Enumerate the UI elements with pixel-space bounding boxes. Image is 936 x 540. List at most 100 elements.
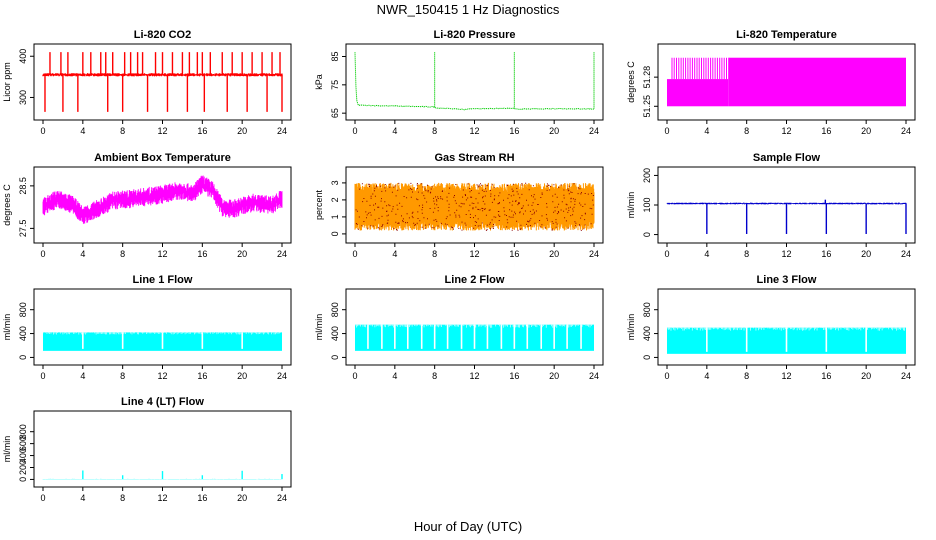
x-tick-label: 0 [352,126,357,136]
panel-title: Line 4 (LT) Flow [121,396,204,408]
x-tick-label: 12 [157,493,167,503]
panel-8: Line 2 Flow ml/min 0 4 8 12 16 20 24 0 400 800 [314,274,604,381]
x-tick-label: 12 [157,249,167,259]
y-axis-label: degrees C [626,61,636,103]
x-tick-label: 8 [432,126,437,136]
x-tick-label: 8 [744,249,749,259]
series-band [728,57,906,107]
x-tick-label: 16 [509,371,519,381]
x-tick-label: 24 [901,249,911,259]
y-tick-label: 800 [330,302,340,317]
x-tick-label: 12 [469,249,479,259]
x-tick-label: 0 [352,249,357,259]
x-tick-label: 16 [821,249,831,259]
panel-title: Gas Stream RH [434,152,514,164]
series-3 [667,57,906,107]
plot-frame [33,288,292,366]
x-tick-label: 12 [781,249,791,259]
panel-title: Ambient Box Temperature [94,152,231,164]
x-tick-label: 24 [277,493,287,503]
x-tick-label: 20 [861,126,871,136]
x-tick-label: 20 [861,371,871,381]
y-tick-label: 400 [18,326,28,341]
y-axis-label: ml/min [626,314,636,341]
panel-9: Line 3 Flow ml/min 0 4 8 12 16 20 24 0 400 800 [626,274,916,381]
x-tick-label: 0 [664,126,669,136]
x-tick-label: 24 [901,126,911,136]
figure-x-axis-label: Hour of Day (UTC) [414,519,522,534]
panel-title: Li-820 Temperature [736,29,837,41]
series-band-low [667,79,729,107]
panel-title: Line 2 Flow [445,274,505,286]
y-tick-label: 800 [642,302,652,317]
x-tick-label: 24 [277,126,287,136]
y-tick-label: 800 [18,302,28,317]
x-tick-label: 0 [40,371,45,381]
x-tick-label: 20 [549,249,559,259]
x-tick-label: 4 [392,371,397,381]
x-tick-label: 20 [549,371,559,381]
y-axis-label: degrees C [2,184,12,226]
x-tick-label: 8 [744,126,749,136]
y-tick-label: 0 [330,231,340,236]
y-tick-label: 100 [642,197,652,212]
x-tick-label: 4 [80,249,85,259]
panel-2: Li-820 Pressure kPa 0 4 8 12 16 20 24 65 75 85 [314,29,604,136]
x-tick-label: 8 [120,371,125,381]
x-tick-label: 4 [704,249,709,259]
panel-7: Line 1 Flow ml/min 0 4 8 12 16 20 24 0 400 800 [2,274,292,381]
series-line [42,73,283,77]
x-tick-label: 4 [80,371,85,381]
x-tick-label: 8 [120,126,125,136]
panel-title: Li-820 Pressure [434,29,516,41]
panel-title: Sample Flow [753,152,821,164]
series-2 [354,52,595,111]
series-4 [42,175,283,224]
y-tick-label: 28.5 [18,177,28,195]
x-tick-label: 4 [392,126,397,136]
series-dots [355,182,594,231]
x-tick-label: 24 [901,371,911,381]
series-9 [666,327,906,354]
y-axis-label: kPa [314,74,324,90]
y-tick-label: 0 [642,232,652,237]
panel-title: Li-820 CO2 [134,29,191,41]
x-tick-label: 12 [781,126,791,136]
y-tick-label: 400 [18,448,28,463]
y-tick-label: 27.5 [18,220,28,238]
series-5 [354,182,595,231]
x-tick-label: 12 [469,371,479,381]
x-tick-label: 4 [80,493,85,503]
x-tick-label: 0 [40,493,45,503]
y-tick-label: 65 [330,108,340,118]
x-tick-label: 20 [549,126,559,136]
panel-title: Line 1 Flow [133,274,193,286]
y-tick-label: 300 [18,90,28,105]
x-tick-label: 16 [197,371,207,381]
y-axis-label: ml/min [314,314,324,341]
y-axis-label: ml/min [626,192,636,219]
x-tick-label: 0 [664,371,669,381]
y-tick-label: 0 [642,355,652,360]
x-tick-label: 0 [40,126,45,136]
series-1 [42,52,283,112]
x-tick-label: 12 [157,126,167,136]
y-axis-label: ml/min [2,314,12,341]
x-tick-label: 20 [237,371,247,381]
y-tick-label: 200 [18,460,28,475]
x-tick-label: 4 [392,249,397,259]
x-tick-label: 0 [664,249,669,259]
x-tick-label: 16 [509,249,519,259]
x-tick-label: 16 [821,126,831,136]
x-tick-label: 20 [237,493,247,503]
series-line [42,175,283,224]
panel-1: Li-820 CO2 Licor ppm 0 4 8 12 16 20 24 300 400 [2,29,292,136]
x-tick-label: 20 [861,249,871,259]
x-tick-label: 16 [197,493,207,503]
y-tick-label: 0 [330,355,340,360]
x-tick-label: 8 [432,371,437,381]
x-tick-label: 12 [781,371,791,381]
